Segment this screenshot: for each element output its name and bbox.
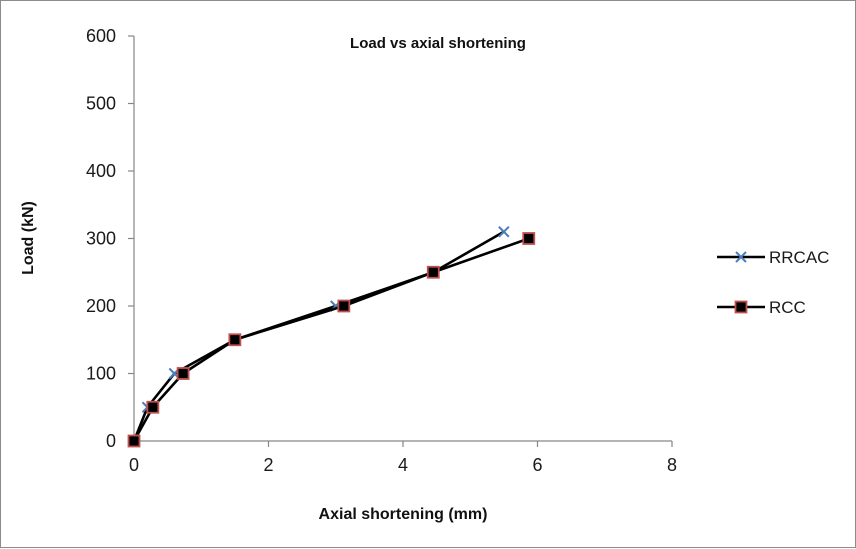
y-tick-label: 200 (86, 296, 116, 316)
series-layer (127, 226, 536, 448)
data-point (522, 232, 536, 245)
marker-stroke (498, 226, 510, 238)
legend-label: RRCAC (769, 248, 829, 267)
data-point (146, 400, 160, 414)
x-tick-label: 8 (667, 455, 677, 475)
legend-marker (734, 300, 748, 314)
y-tick-label: 100 (86, 364, 116, 384)
x-tick-label: 0 (129, 455, 139, 475)
data-point (176, 367, 190, 380)
legend-label: RCC (769, 298, 806, 317)
legend-item: RCC (717, 298, 806, 317)
legend: RRCAC RCC (717, 248, 829, 317)
y-axis-ticks: 0 100 200 300 400 500 600 (86, 26, 134, 451)
axes (133, 36, 672, 442)
data-point (426, 265, 440, 279)
series-line (132, 237, 530, 442)
x-tick-label: 6 (532, 455, 542, 475)
series-rcc (127, 232, 536, 448)
data-point (337, 299, 351, 313)
series-line (132, 230, 505, 442)
x-tick-label: 2 (263, 455, 273, 475)
legend-item: RRCAC (717, 248, 829, 267)
x-axis-title: Axial shortening (mm) (319, 506, 488, 523)
x-tick-label: 4 (398, 455, 408, 475)
y-tick-label: 300 (86, 229, 116, 249)
marker-stroke (735, 251, 747, 263)
data-point (498, 226, 510, 238)
y-axis-title: Load (kN) (20, 201, 37, 275)
data-point (127, 434, 141, 448)
series-rrcac (128, 226, 510, 447)
legend-marker (735, 251, 747, 263)
y-tick-label: 600 (86, 26, 116, 46)
data-point (228, 333, 242, 347)
x-axis-ticks: 0 2 4 6 8 (129, 441, 677, 475)
y-tick-label: 0 (106, 431, 116, 451)
y-tick-label: 400 (86, 161, 116, 181)
y-tick-label: 500 (86, 94, 116, 114)
chart-title: Load vs axial shortening (350, 35, 526, 52)
